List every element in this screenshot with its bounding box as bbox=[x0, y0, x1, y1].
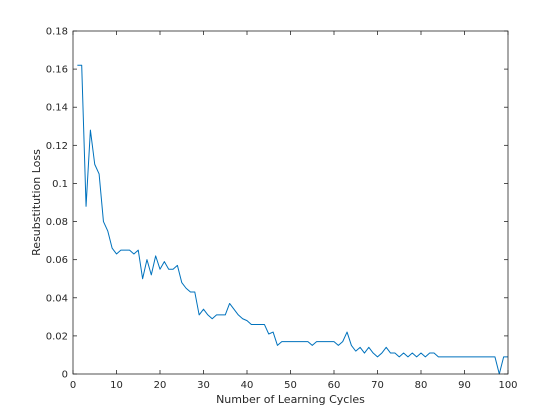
x-tick-label: 10 bbox=[110, 380, 123, 391]
y-tick-label: 0.18 bbox=[46, 27, 68, 38]
y-tick-label: 0.12 bbox=[46, 141, 68, 152]
series-line-0 bbox=[77, 64, 508, 375]
y-tick-label: 0.06 bbox=[46, 255, 68, 266]
x-tick-label: 60 bbox=[328, 380, 341, 391]
x-tick-label: 30 bbox=[197, 380, 210, 391]
y-tick-label: 0 bbox=[62, 370, 68, 381]
y-tick-label: 0.08 bbox=[46, 217, 68, 228]
x-tick-label: 50 bbox=[284, 380, 297, 391]
y-tick-label: 0.02 bbox=[46, 331, 68, 342]
data-layer bbox=[77, 64, 508, 375]
x-axis-label: Number of Learning Cycles bbox=[216, 393, 365, 406]
y-tick-label: 0.14 bbox=[46, 103, 68, 114]
x-tick-label: 70 bbox=[371, 380, 384, 391]
plot-area bbox=[73, 31, 508, 374]
y-tick-label: 0.04 bbox=[46, 293, 68, 304]
y-ticks: 0 0.02 0.04 0.06 0.08 0.1 0.12 0.14 0.16 0.18 bbox=[46, 27, 508, 381]
x-tick-label: 20 bbox=[154, 380, 167, 391]
x-tick-label: 90 bbox=[458, 380, 471, 391]
x-tick-label: 40 bbox=[241, 380, 254, 391]
axes-box bbox=[72, 30, 509, 375]
y-tick-label: 0.16 bbox=[46, 65, 68, 76]
y-tick-label: 0.1 bbox=[52, 179, 68, 190]
x-ticks: 0 10 20 30 40 50 60 70 80 90 100 bbox=[70, 31, 518, 391]
y-axis-label: Resubstitution Loss bbox=[30, 149, 43, 256]
x-tick-label: 80 bbox=[415, 380, 428, 391]
x-tick-label: 0 bbox=[70, 380, 76, 391]
x-tick-label: 100 bbox=[498, 380, 517, 391]
